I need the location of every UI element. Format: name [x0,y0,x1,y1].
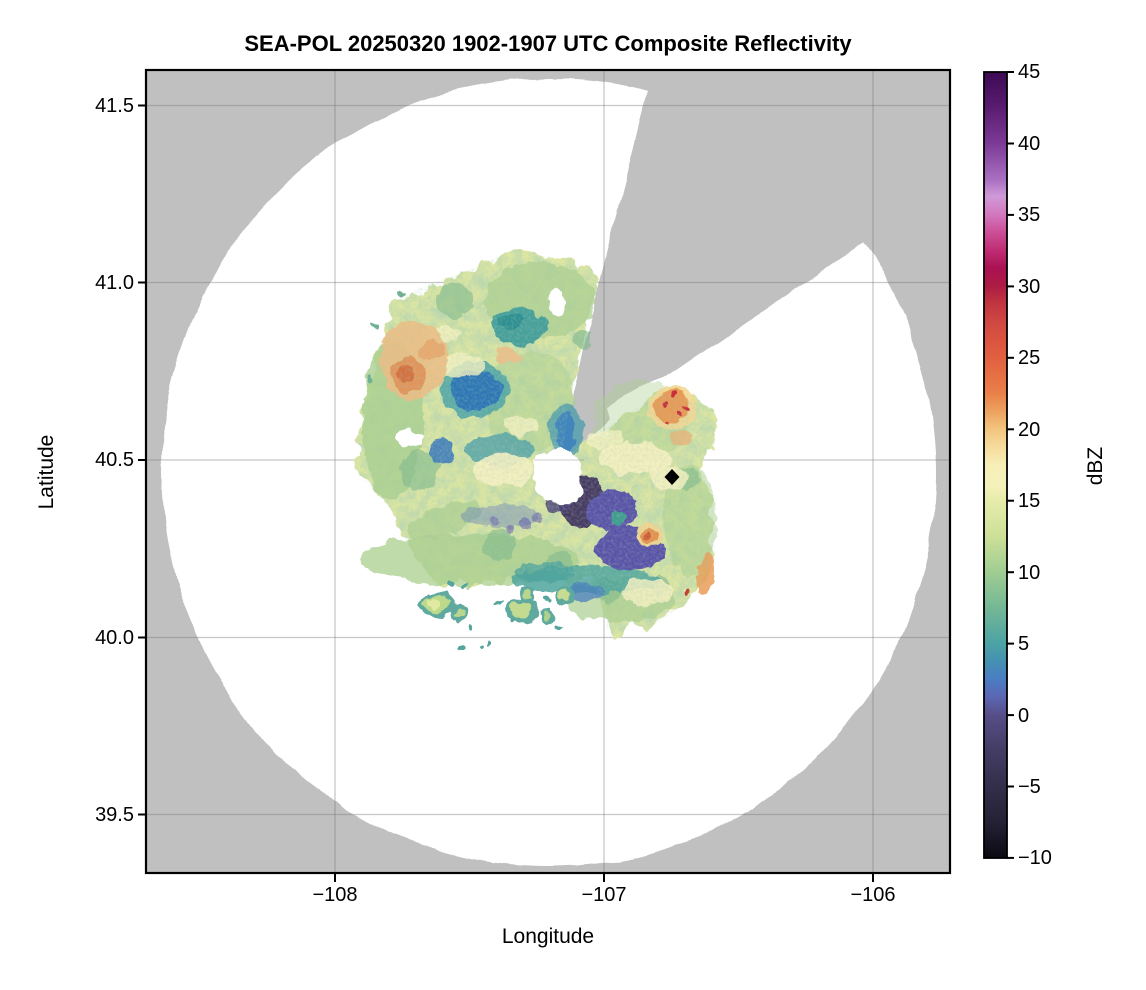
blocked-sector-wedge [556,70,950,462]
colorbar [983,71,1014,859]
x-tick-label--106: −106 [850,884,896,906]
axis-tick-marks [138,104,874,882]
echo-scattered-cells [368,289,575,652]
colorbar-tick-45: 45 [1018,61,1041,83]
colorbar-tick-30: 30 [1018,275,1041,298]
site-marker-diamond [664,469,680,485]
y-tick-label-39.5: 39.5 [95,803,134,826]
y-tick-label-40.0: 40.0 [95,626,134,649]
colorbar-tick-35: 35 [1018,204,1041,226]
colorbar-tick-40: 40 [1018,132,1041,155]
colorbar-tick-marks [1007,71,1014,859]
colorbar-tick-5: 5 [1018,633,1030,655]
y-tick-label-41.0: 41.0 [95,271,134,294]
x-axis-label: Longitude [501,925,595,948]
colorbar-frame [983,71,1008,859]
plot-title: SEA-POL 20250320 1902-1907 UTC Composite… [244,31,852,56]
x-tick-label--107: −107 [581,884,627,906]
colorbar-tick--5: −5 [1018,776,1041,798]
reflectivity-field [354,252,718,652]
echo-holes [396,288,582,505]
colorbar-axis-label: dBZ [1084,446,1107,486]
colorbar-tick--10: −10 [1018,847,1052,869]
x-tick-label--108: −108 [312,884,358,906]
plot-area [146,70,950,873]
radar-center-hole [534,448,582,505]
colorbar-tick-15: 15 [1018,490,1041,512]
colorbar-tick-10: 10 [1018,561,1041,584]
y-tick-label-40.5: 40.5 [95,449,134,471]
colorbar-tick-0: 0 [1018,704,1030,727]
echo-grain-texture [360,256,716,638]
colorbar-tick-20: 20 [1018,418,1041,441]
y-tick-label-41.5: 41.5 [95,94,134,117]
colorbar-tick-25: 25 [1018,347,1041,369]
gridlines [146,70,950,873]
colorbar-gradient [984,72,1007,858]
plot-frame [144,68,952,875]
y-axis-label: Latitude [35,434,58,510]
